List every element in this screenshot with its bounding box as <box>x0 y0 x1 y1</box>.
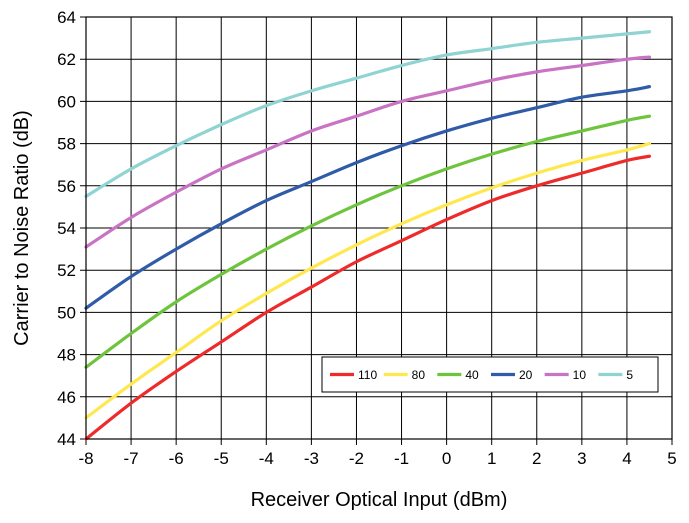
y-tick-label: 46 <box>57 388 76 407</box>
y-tick-label: 58 <box>57 135 76 154</box>
x-tick-label: 4 <box>622 449 631 468</box>
plot-frame <box>85 16 673 440</box>
x-tick-label: -5 <box>214 449 229 468</box>
series-lines <box>84 30 652 441</box>
y-tick-label: 50 <box>57 303 76 322</box>
x-tick-label: -7 <box>124 449 139 468</box>
legend-label-5: 5 <box>626 368 633 382</box>
series-line-20 <box>84 85 652 310</box>
y-tick-label: 52 <box>57 261 76 280</box>
y-tick-label: 44 <box>57 430 76 449</box>
y-tick-label: 60 <box>57 92 76 111</box>
y-tick-label: 64 <box>57 8 76 27</box>
series-line-5 <box>84 30 652 198</box>
legend-label-110: 110 <box>358 368 377 382</box>
series-line-80 <box>84 142 652 420</box>
y-tick-label: 62 <box>57 50 76 69</box>
series-line-10 <box>84 55 652 249</box>
x-tick-label: 5 <box>667 449 676 468</box>
x-axis-title: Receiver Optical Input (dBm) <box>251 489 508 511</box>
y-tick-label: 54 <box>57 219 76 238</box>
x-tick-label: -4 <box>259 449 274 468</box>
legend-label-40: 40 <box>465 368 479 382</box>
x-tick-labels: -8 -7 -6 -5 -4 -3 -2 -1 0 1 2 3 4 5 <box>78 449 676 468</box>
y-axis-title: Carrier to Noise Ratio (dB) <box>11 110 33 346</box>
legend: 110 80 40 20 10 5 <box>321 356 659 393</box>
legend-label-80: 80 <box>412 368 426 382</box>
x-tick-label: -8 <box>78 449 93 468</box>
x-tick-label: -1 <box>394 449 409 468</box>
x-tick-label: -6 <box>169 449 184 468</box>
legend-label-20: 20 <box>519 368 533 382</box>
x-tick-label: 2 <box>532 449 541 468</box>
series-line-40 <box>84 114 652 369</box>
x-tick-label: -2 <box>349 449 364 468</box>
y-tick-labels: 44 46 48 50 52 54 56 58 60 62 64 <box>57 8 76 449</box>
legend-label-10: 10 <box>573 368 587 382</box>
series-line-110 <box>84 154 652 441</box>
y-tick-label: 56 <box>57 177 76 196</box>
x-tick-label: 1 <box>487 449 496 468</box>
y-tick-label: 48 <box>57 346 76 365</box>
x-tick-label: -3 <box>304 449 319 468</box>
x-tick-label: 0 <box>442 449 451 468</box>
x-tick-label: 3 <box>577 449 586 468</box>
